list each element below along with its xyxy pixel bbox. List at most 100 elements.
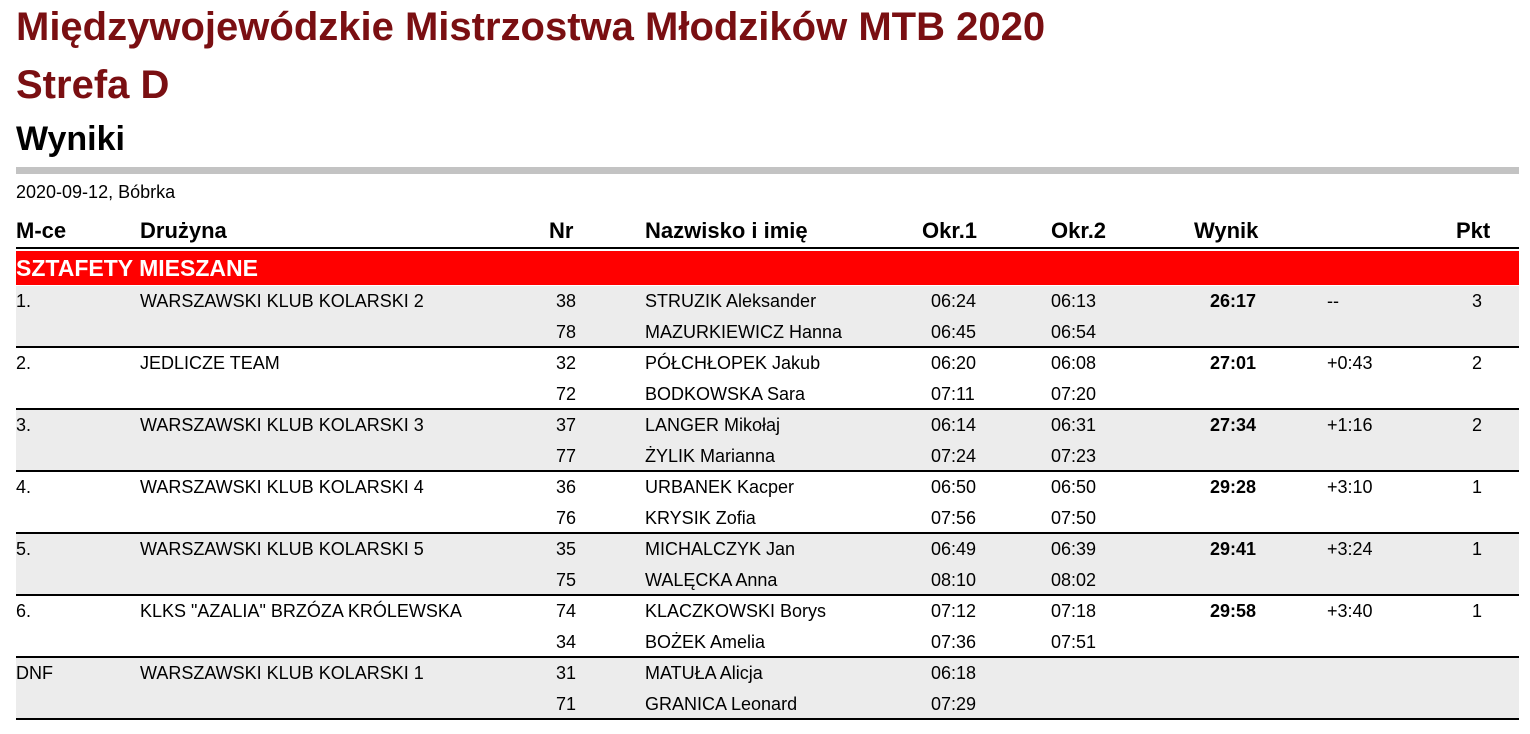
result-time: 29:28 (1209, 477, 1256, 497)
lap1-time: 06:18 (931, 663, 977, 683)
rider-name: GRANICA Leonard (645, 694, 798, 714)
table-row: DNF WARSZAWSKI KLUB KOLARSKI 1 31 MATUŁA… (16, 658, 1519, 720)
lap1-time: 07:36 (931, 632, 977, 652)
points: 2 (1471, 415, 1482, 435)
header-team: Drużyna (140, 218, 227, 243)
rider-nr: 78 (555, 322, 576, 342)
rider-name: LANGER Mikołaj (645, 415, 781, 435)
time-gap: +1:16 (1327, 415, 1373, 435)
lap2-time: 07:23 (1051, 446, 1097, 466)
table-row: 1. WARSZAWSKI KLUB KOLARSKI 2 38 STRUZIK… (16, 286, 1519, 348)
team-name: KLKS "AZALIA" BRZÓZA KRÓLEWSKA (140, 601, 462, 621)
time-gap: +3:10 (1327, 477, 1373, 497)
rider-nr: 75 (555, 570, 576, 590)
lap2-time: 07:18 (1051, 601, 1097, 621)
result-time: 27:34 (1209, 415, 1256, 435)
rider-nr: 37 (555, 415, 576, 435)
result-time: 29:41 (1209, 539, 1256, 559)
points: 1 (1471, 539, 1482, 559)
rider-name: KRYSIK Zofia (645, 508, 756, 528)
lap1-time: 06:14 (931, 415, 977, 435)
header-wynik: Wynik (1194, 218, 1259, 243)
team-name: WARSZAWSKI KLUB KOLARSKI 1 (140, 663, 424, 683)
points: 1 (1471, 601, 1482, 621)
lap2-time: 06:08 (1051, 353, 1097, 373)
rider-nr: 77 (555, 446, 576, 466)
header-name: Nazwisko i imię (645, 218, 808, 243)
category-bar: SZTAFETY MIESZANE (16, 251, 1519, 285)
rider-name: MATUŁA Alicja (645, 663, 763, 683)
header-divider (16, 167, 1519, 174)
lap2-time: 06:39 (1051, 539, 1097, 559)
lap2-time: 07:20 (1051, 384, 1097, 404)
place: 4. (16, 477, 32, 497)
result-time: 27:01 (1209, 353, 1256, 373)
points: 3 (1471, 291, 1482, 311)
team-name: JEDLICZE TEAM (140, 353, 280, 373)
rider-nr: 74 (555, 601, 576, 621)
table-row: 2. JEDLICZE TEAM 32 PÓŁCHŁOPEK Jakub 06:… (16, 348, 1519, 410)
table-row: 5. WARSZAWSKI KLUB KOLARSKI 5 35 MICHALC… (16, 534, 1519, 596)
time-gap: -- (1327, 291, 1339, 311)
rider-nr: 71 (555, 694, 576, 714)
lap2-time: 06:54 (1051, 322, 1097, 342)
lap2-time: 06:50 (1051, 477, 1097, 497)
points: 2 (1471, 353, 1482, 373)
lap1-time: 06:20 (931, 353, 977, 373)
lap2-time: 07:51 (1051, 632, 1097, 652)
rider-name: WALĘCKA Anna (645, 570, 778, 590)
header-place: M-ce (16, 218, 67, 243)
rider-nr: 76 (555, 508, 576, 528)
table-row: 4. WARSZAWSKI KLUB KOLARSKI 4 36 URBANEK… (16, 472, 1519, 534)
team-name: WARSZAWSKI KLUB KOLARSKI 3 (140, 415, 424, 435)
rider-nr: 36 (555, 477, 576, 497)
place: 2. (16, 353, 32, 373)
rider-nr: 34 (555, 632, 576, 652)
place: 5. (16, 539, 32, 559)
header-okr1: Okr.1 (922, 218, 978, 243)
time-gap: +0:43 (1327, 353, 1373, 373)
table-header: M-ce Drużyna Nr Nazwisko i imię Okr.1 Ok… (16, 215, 1519, 249)
lap1-time: 07:11 (931, 384, 975, 404)
header-nr: Nr (549, 218, 574, 243)
header-okr2: Okr.2 (1051, 218, 1107, 243)
rider-name: BOŻEK Amelia (645, 632, 766, 652)
result-time: 29:58 (1209, 601, 1256, 621)
rider-name: STRUZIK Aleksander (645, 291, 817, 311)
team-name: WARSZAWSKI KLUB KOLARSKI 5 (140, 539, 424, 559)
lap2-time: 07:50 (1051, 508, 1097, 528)
results-table: 1. WARSZAWSKI KLUB KOLARSKI 2 38 STRUZIK… (16, 286, 1519, 720)
document-subtitle: Strefa D (16, 63, 170, 107)
lap1-time: 06:49 (931, 539, 977, 559)
lap1-time: 08:10 (931, 570, 977, 590)
rider-nr: 31 (555, 663, 576, 683)
lap1-time: 07:56 (931, 508, 977, 528)
lap1-time: 06:45 (931, 322, 977, 342)
time-gap: +3:24 (1327, 539, 1373, 559)
rider-name: KLACZKOWSKI Borys (645, 601, 827, 621)
result-time: 26:17 (1209, 291, 1256, 311)
team-name: WARSZAWSKI KLUB KOLARSKI 2 (140, 291, 424, 311)
rider-nr: 38 (555, 291, 576, 311)
category-label: SZTAFETY MIESZANE (16, 255, 258, 281)
rider-nr: 35 (555, 539, 576, 559)
lap1-time: 06:50 (931, 477, 977, 497)
table-row: 6. KLKS "AZALIA" BRZÓZA KRÓLEWSKA 74 KLA… (16, 596, 1519, 658)
rider-name: ŻYLIK Marianna (645, 446, 776, 466)
place: 3. (16, 415, 32, 435)
points: 1 (1471, 477, 1482, 497)
rider-nr: 32 (555, 353, 576, 373)
header-pkt: Pkt (1456, 218, 1491, 243)
place: DNF (16, 663, 53, 683)
rider-name: MAZURKIEWICZ Hanna (645, 322, 843, 342)
lap1-time: 06:24 (931, 291, 977, 311)
lap2-time: 06:31 (1051, 415, 1097, 435)
lap2-time: 08:02 (1051, 570, 1097, 590)
rider-name: BODKOWSKA Sara (645, 384, 806, 404)
place: 1. (16, 291, 32, 311)
rider-name: URBANEK Kacper (645, 477, 795, 497)
document-title: Międzywojewódzkie Mistrzostwa Młodzików … (16, 5, 1046, 49)
rider-name: MICHALCZYK Jan (645, 539, 796, 559)
place: 6. (16, 601, 32, 621)
section-heading: Wyniki (16, 120, 125, 158)
